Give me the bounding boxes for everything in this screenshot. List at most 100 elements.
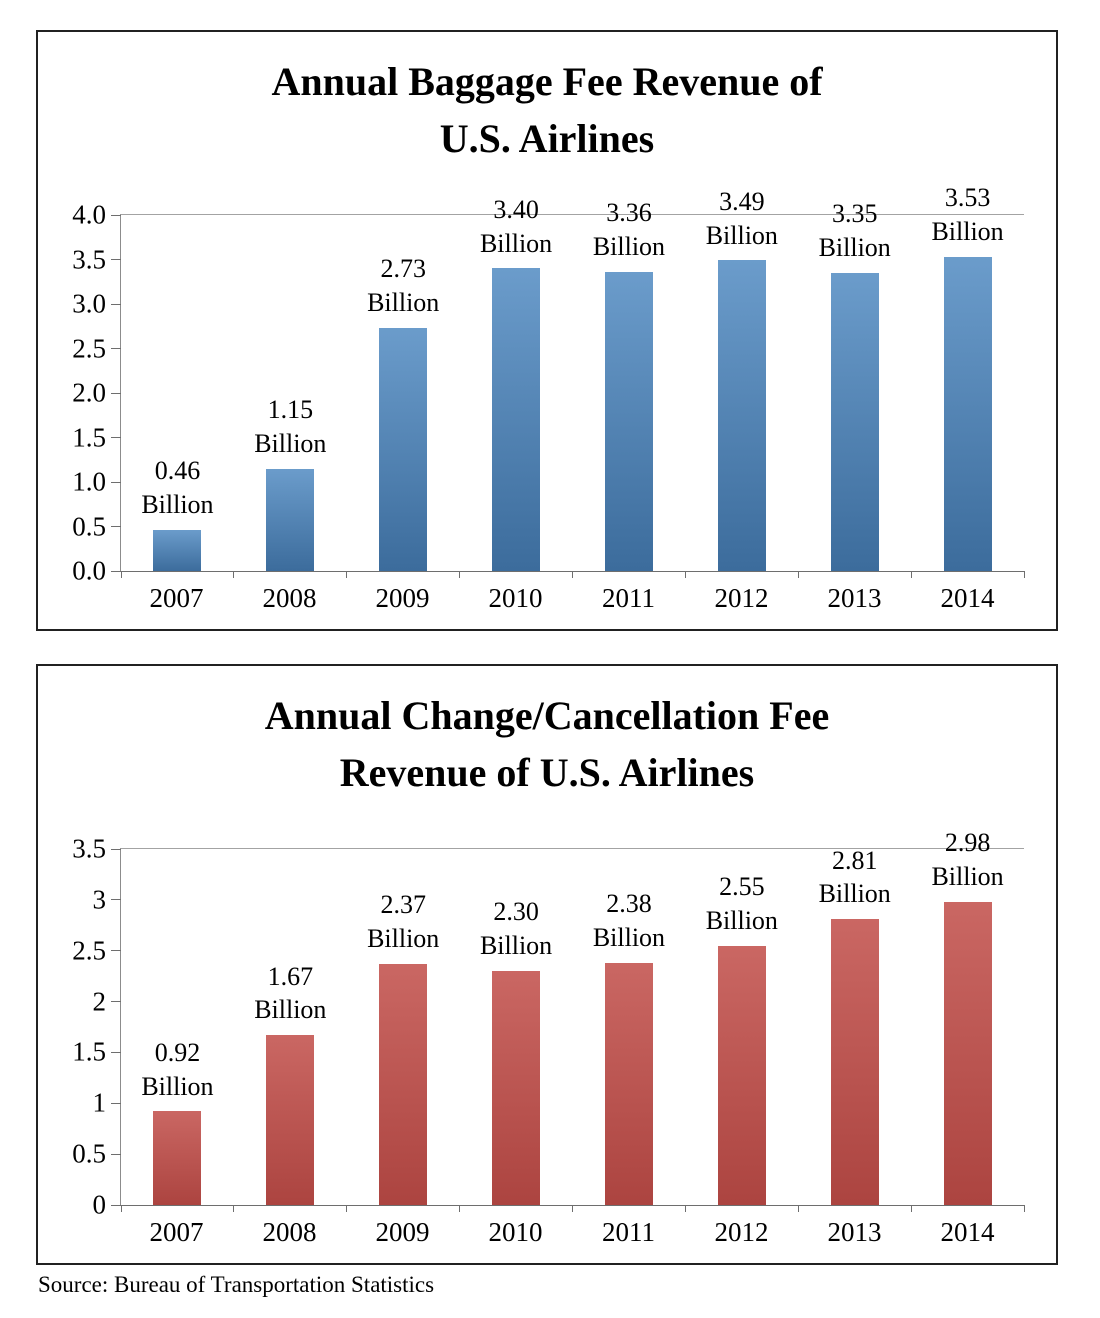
x-axis-label: 2011 — [602, 583, 655, 613]
y-axis-tick-mark — [111, 214, 121, 216]
x-axis-tick-mark — [233, 571, 235, 578]
y-axis-tick-mark — [111, 1051, 121, 1053]
x-axis-tick-mark — [684, 1205, 686, 1212]
x-axis-label: 2012 — [714, 583, 769, 613]
x-axis-label: 2014 — [940, 583, 995, 613]
x-axis-label: 2012 — [714, 1217, 769, 1247]
y-axis-tick-label: 0.5 — [72, 511, 106, 541]
source-note: Source: Bureau of Transportation Statist… — [38, 1272, 435, 1297]
x-axis-tick-mark — [684, 571, 686, 578]
bar-2007 — [153, 1111, 202, 1205]
bar-value-label: 2.81 Billion — [818, 845, 891, 909]
y-axis-tick-label: 1.0 — [72, 466, 106, 497]
bar-2007 — [153, 530, 202, 571]
x-axis-label: 2009 — [375, 1217, 430, 1247]
bar-2008 — [266, 1035, 315, 1205]
y-axis-tick-label: 2 — [92, 986, 107, 1017]
x-axis-tick-mark — [120, 571, 122, 578]
y-axis-tick-mark — [111, 848, 121, 850]
x-axis-tick-mark — [1023, 571, 1025, 578]
x-axis-label: 2008 — [262, 1217, 317, 1247]
chart-title: Annual Change/Cancellation Fee Revenue o… — [264, 693, 830, 795]
y-axis-tick-label: 1 — [92, 1087, 107, 1118]
x-axis-tick-mark — [1023, 1205, 1025, 1212]
bar-value-label: 2.55 Billion — [705, 872, 778, 935]
bar-2009 — [379, 963, 428, 1205]
y-axis-tick-mark — [111, 392, 121, 394]
y-axis-tick-label: 1.5 — [72, 422, 106, 452]
x-axis-tick-mark — [910, 571, 912, 578]
y-axis-tick-mark — [111, 570, 121, 572]
x-axis-label: 2007 — [149, 583, 204, 613]
bar-2009 — [379, 328, 428, 571]
x-axis-labels: 2007 2008 2009 2010 2011 2012 2013 2014 — [120, 1217, 1024, 1248]
x-axis-label: 2010 — [488, 1217, 543, 1247]
bar-2011 — [604, 271, 653, 571]
y-axis-tick-mark — [111, 481, 121, 483]
bar-value-label: 2.30 Billion — [479, 897, 553, 961]
change-cancellation-fee-revenue-chart: Annual Change/Cancellation Fee Revenue o… — [36, 664, 1058, 1265]
y-axis-tick-mark — [111, 259, 121, 260]
y-axis-tick-mark — [111, 1153, 121, 1155]
y-axis-tick-mark — [111, 950, 121, 952]
x-axis-tick-mark — [346, 1205, 348, 1212]
bar-2010 — [492, 268, 541, 571]
bar-value-label: 2.37 Billion — [367, 890, 440, 954]
x-axis-labels: 2007 2008 2009 2010 2011 2012 2013 2014 — [120, 583, 1024, 614]
y-axis-tick-mark — [111, 348, 121, 349]
bar-value-label: 3.53 Billion — [931, 183, 1004, 247]
bar-value-label: 2.98 Billion — [931, 828, 1004, 892]
plot-area: 0 0.5 1 1.5 2 2.5 3 3.5 0.92 Billion 1.67 Billion… — [72, 828, 1025, 1220]
x-axis-label: 2013 — [827, 1217, 882, 1247]
x-axis-label: 2014 — [940, 1217, 995, 1247]
x-axis-tick-mark — [120, 1205, 122, 1212]
x-axis-tick-mark — [572, 571, 573, 578]
bar-value-label: 3.35 Billion — [818, 199, 891, 263]
y-axis-tick-mark — [111, 526, 121, 527]
bar-2014 — [943, 256, 992, 571]
bar-2013 — [830, 272, 879, 571]
y-axis-tick-mark — [111, 437, 121, 438]
y-axis-tick-label: 3.0 — [72, 288, 106, 319]
x-axis-label: 2013 — [827, 583, 882, 613]
bar-value-label: 0.46 Billion — [141, 456, 214, 520]
bar-2013 — [830, 919, 879, 1205]
x-axis-tick-mark — [910, 1205, 912, 1212]
y-axis-tick-label: 3 — [92, 884, 107, 915]
x-axis-tick-mark — [233, 1205, 235, 1212]
x-axis-tick-mark — [459, 1205, 461, 1212]
y-axis-tick-label: 3.5 — [72, 244, 106, 274]
bar-2012 — [717, 945, 766, 1205]
bar-2011 — [604, 962, 653, 1205]
bar-value-label: 0.92 Billion — [141, 1037, 214, 1101]
bar-value-label: 1.67 Billion — [254, 961, 327, 1025]
y-axis-tick-label: 2.5 — [72, 935, 106, 966]
baggage-fee-revenue-chart: Annual Baggage Fee Revenue of U.S. Airli… — [36, 30, 1058, 631]
bar-value-label: 2.73 Billion — [367, 254, 440, 318]
bar-value-label: 2.38 Billion — [592, 889, 666, 953]
bar-2012 — [717, 260, 766, 571]
plot-area: 0.0 0.5 1.0 1.5 2.0 2.5 3.0 3.5 4.0 0.46 Billion 1… — [72, 183, 1025, 586]
bar-value-label: 3.40 Billion — [479, 194, 553, 258]
y-axis-tick-mark — [111, 899, 121, 901]
bar-2010 — [492, 971, 541, 1205]
chart-title: Annual Baggage Fee Revenue of U.S. Airli… — [271, 59, 823, 161]
x-axis-tick-mark — [459, 571, 461, 578]
y-axis-tick-label: 2.0 — [72, 377, 106, 408]
x-axis-tick-mark — [797, 1205, 799, 1212]
x-axis-tick-mark — [797, 571, 799, 578]
bar-value-label: 1.15 Billion — [254, 395, 327, 458]
bar-value-label: 3.36 Billion — [592, 198, 666, 262]
bar-value-label: 3.49 Billion — [705, 186, 778, 250]
y-axis-tick-label: 3.5 — [72, 833, 106, 864]
x-axis-label: 2010 — [488, 583, 543, 613]
y-axis-tick-label: 0.0 — [72, 555, 106, 586]
y-axis-tick-label: 1.5 — [72, 1036, 106, 1067]
y-axis-tick-mark — [111, 303, 121, 305]
y-axis-tick-mark — [111, 1204, 121, 1206]
bar-2014 — [943, 901, 992, 1205]
x-axis-tick-mark — [346, 571, 348, 578]
x-axis-label: 2011 — [602, 1217, 655, 1247]
y-axis-tick-mark — [111, 1102, 121, 1104]
y-axis-tick-mark — [111, 1001, 121, 1003]
